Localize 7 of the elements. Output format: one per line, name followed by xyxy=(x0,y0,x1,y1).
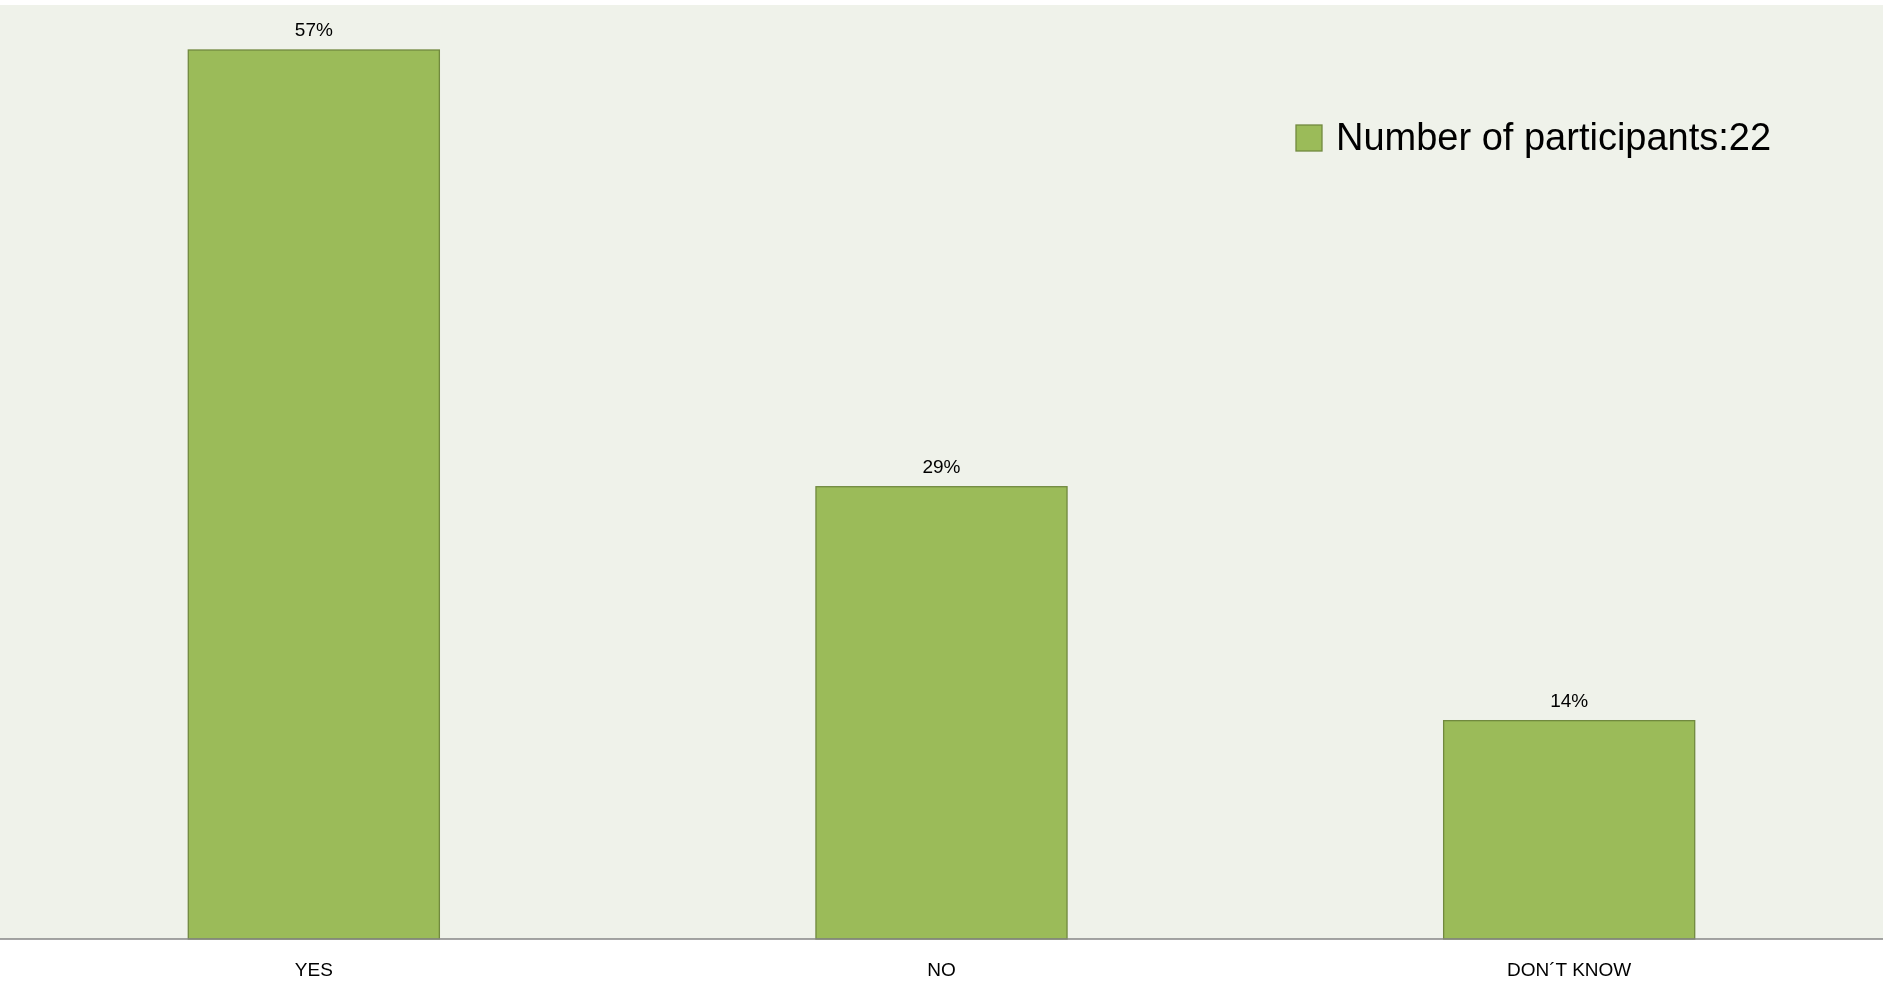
data-label: 14% xyxy=(1550,689,1589,711)
data-label: 29% xyxy=(922,455,961,477)
legend-label: Number of participants:22 xyxy=(1336,116,1772,158)
x-tick-label: NO xyxy=(927,959,956,980)
data-label: 57% xyxy=(294,19,333,40)
x-tick-label: YES xyxy=(294,959,333,980)
x-tick-label: DON´T KNOW xyxy=(1507,959,1632,980)
